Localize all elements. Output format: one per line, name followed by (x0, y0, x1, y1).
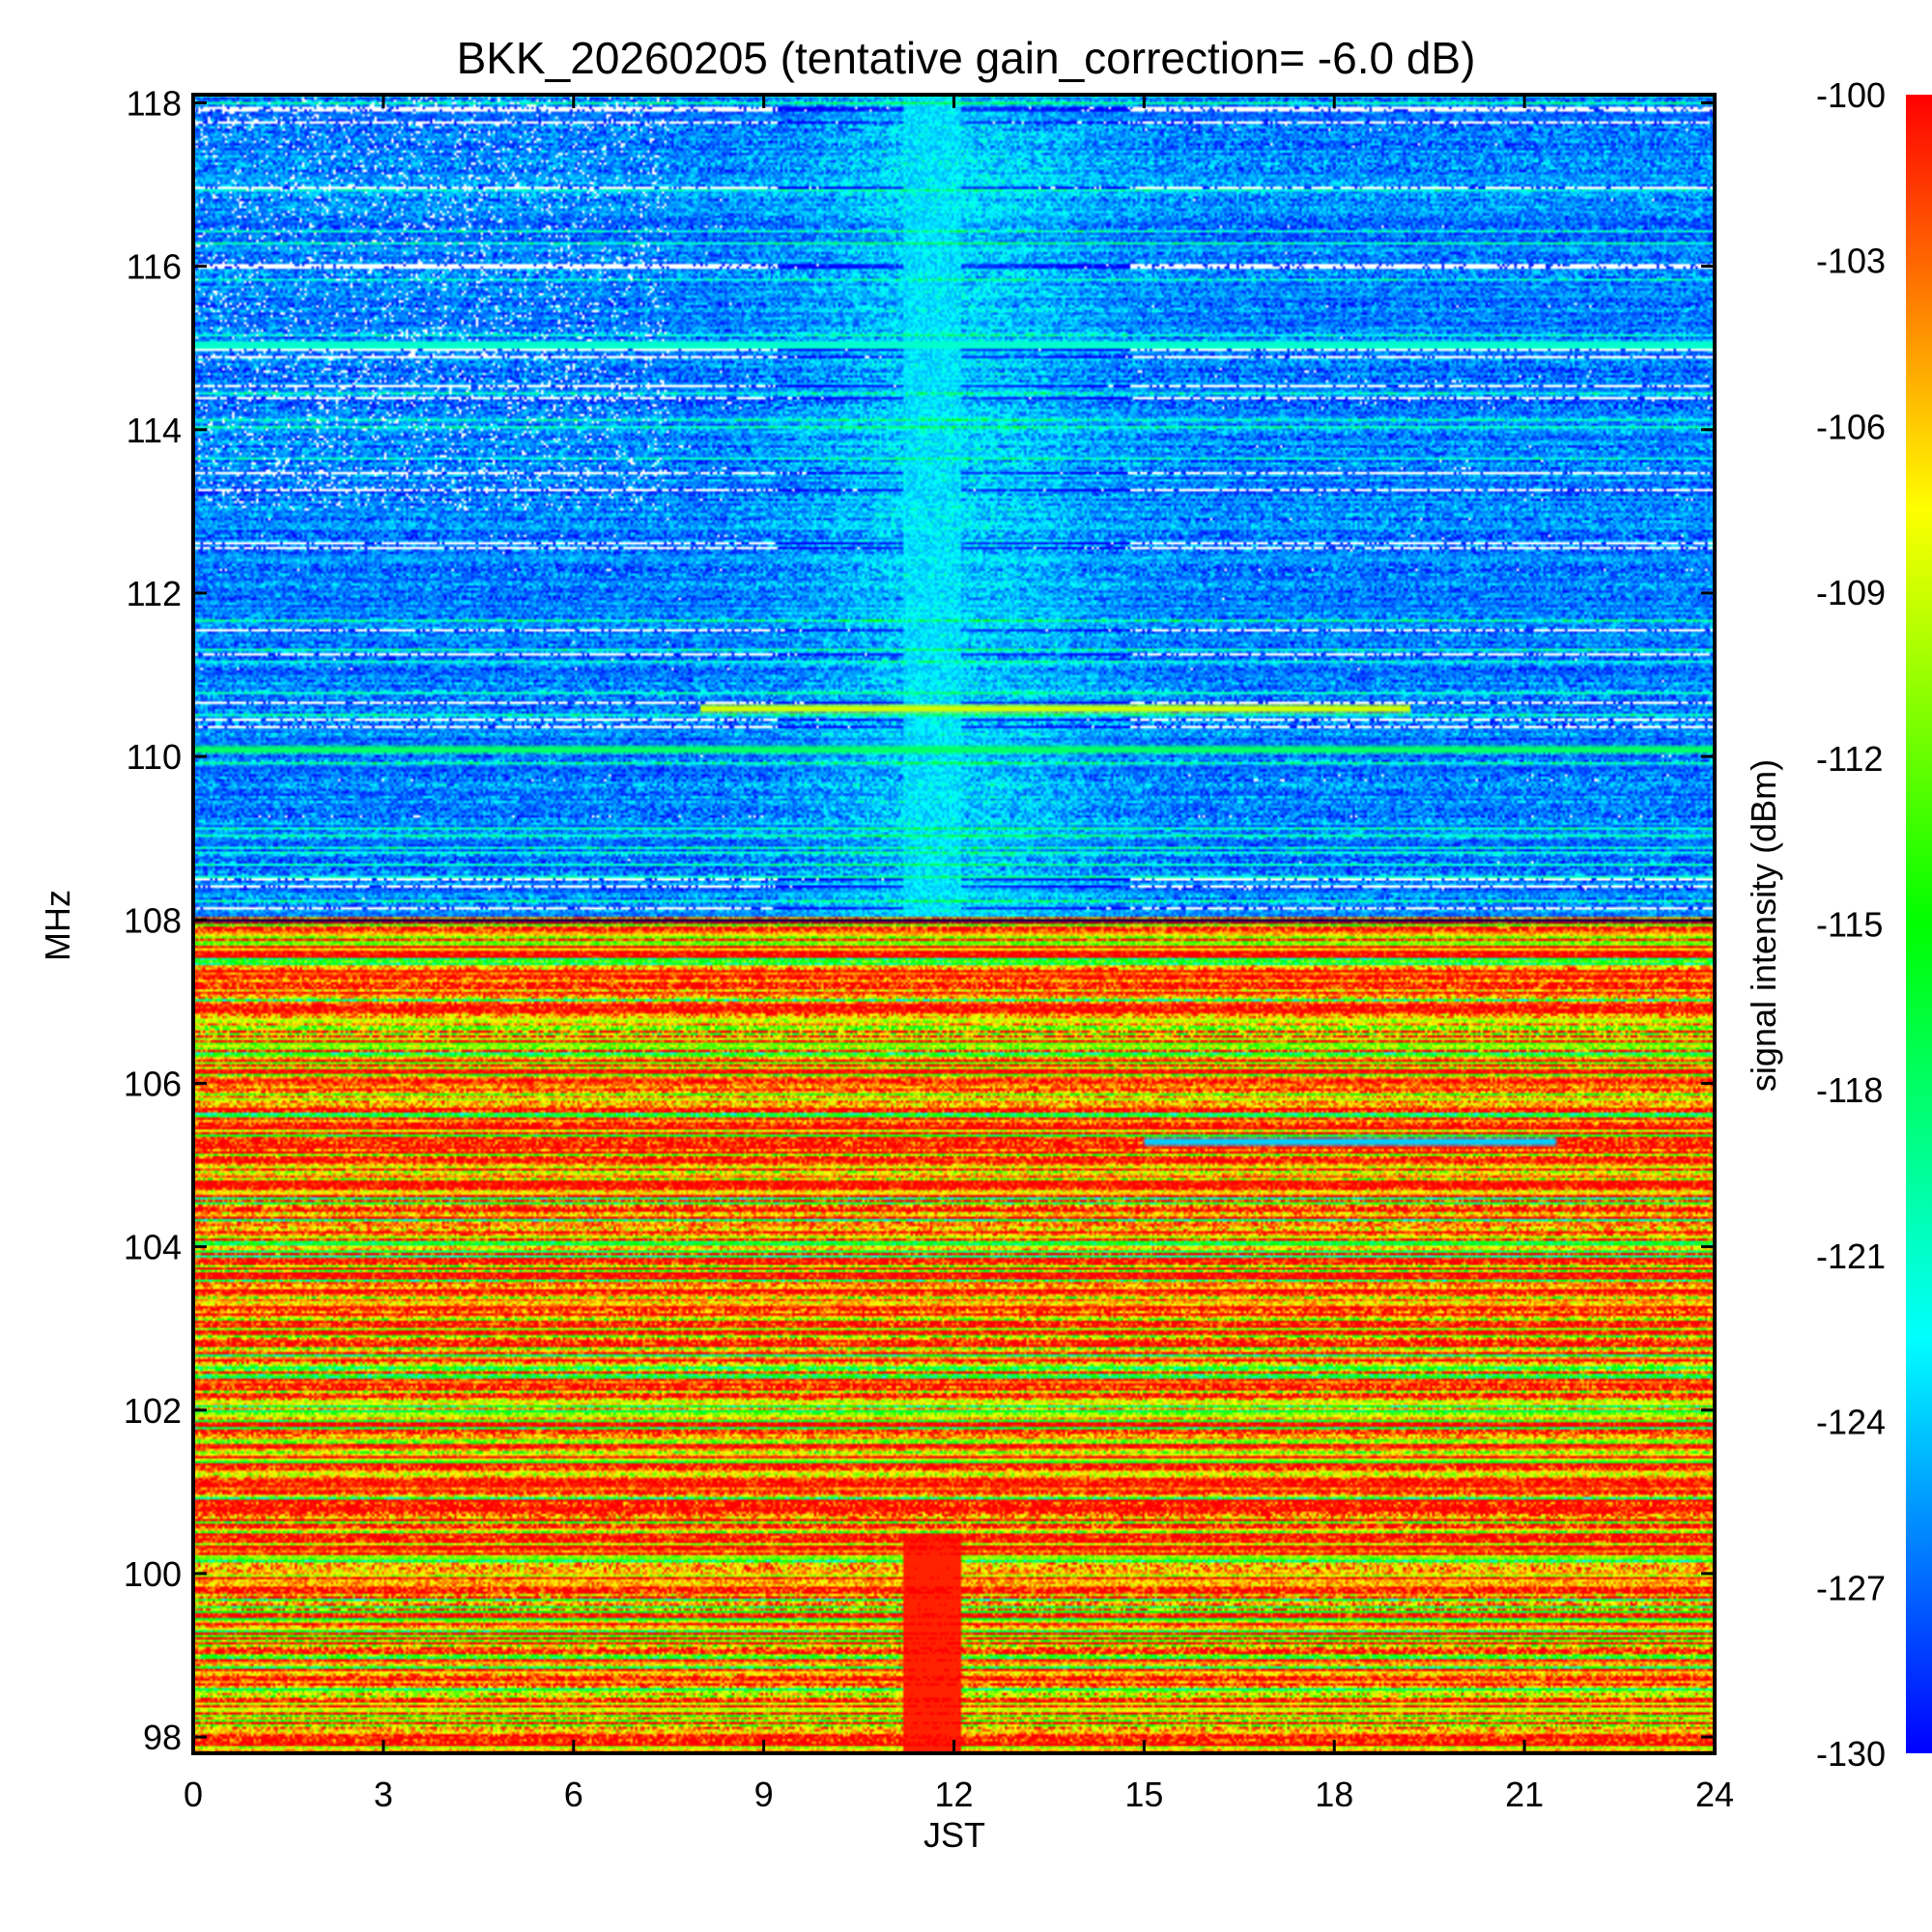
x-axis-label: JST (923, 1815, 985, 1855)
x-tick-label: 24 (1695, 1775, 1734, 1814)
colorbar-tick-label: -103 (1816, 242, 1886, 281)
colorbar-tick-label: -118 (1816, 1070, 1883, 1110)
x-tick-label: 18 (1315, 1775, 1353, 1814)
y-tick-label: 106 (124, 1064, 182, 1103)
x-tick-label: 12 (934, 1775, 973, 1814)
x-tick-label: 3 (374, 1775, 393, 1814)
y-tick-label: 116 (127, 247, 182, 287)
y-tick-label: 98 (143, 1718, 182, 1757)
colorbar-label: signal intensity (dBm) (1744, 759, 1783, 1092)
y-axis-label: MHz (38, 890, 77, 961)
colorbar-tick-label: -106 (1816, 407, 1886, 446)
y-tick-label: 108 (124, 900, 182, 940)
colorbar-ticks: -100 -103 -106 -109 -112 -115 -118 -121 -124 -127… (1816, 75, 1886, 1774)
x-tick-label: 15 (1124, 1775, 1163, 1814)
colorbar-tick-label: -121 (1816, 1236, 1886, 1276)
colorbar-tick-label: -130 (1816, 1734, 1886, 1774)
x-tick-label: 0 (184, 1775, 203, 1814)
chart-title: BKK_20260205 (tentative gain_correction=… (457, 33, 1476, 83)
x-tick-label: 21 (1505, 1775, 1544, 1814)
y-tick-label: 102 (124, 1391, 182, 1431)
y-tick-label: 118 (127, 83, 182, 123)
colorbar-tick-label: -112 (1816, 739, 1883, 779)
y-tick-label: 104 (124, 1228, 182, 1267)
heatmap-image (193, 95, 1715, 1753)
x-tick-label: 6 (564, 1775, 583, 1814)
colorbar: -100 -103 -106 -109 -112 -115 -118 -121 -124 -127… (1744, 75, 1932, 1774)
y-tick-label: 114 (127, 411, 182, 450)
y-tick-label: 112 (127, 574, 182, 613)
x-tick-label: 9 (754, 1775, 774, 1814)
y-axis: 98 100 102 104 106 108 110 112 114 116 118 (124, 83, 1715, 1757)
colorbar-gradient (1906, 95, 1932, 1753)
colorbar-tick-label: -124 (1816, 1403, 1886, 1442)
colorbar-tick-label: -100 (1816, 75, 1886, 115)
y-tick-label: 100 (124, 1554, 182, 1594)
colorbar-tick-label: -115 (1816, 905, 1883, 945)
colorbar-tick-label: -109 (1816, 573, 1886, 612)
y-tick-label: 110 (127, 737, 182, 777)
x-axis: 0 3 6 9 12 15 18 21 24 (184, 95, 1734, 1814)
plot-area (191, 93, 1717, 1755)
colorbar-tick-label: -127 (1816, 1568, 1886, 1607)
